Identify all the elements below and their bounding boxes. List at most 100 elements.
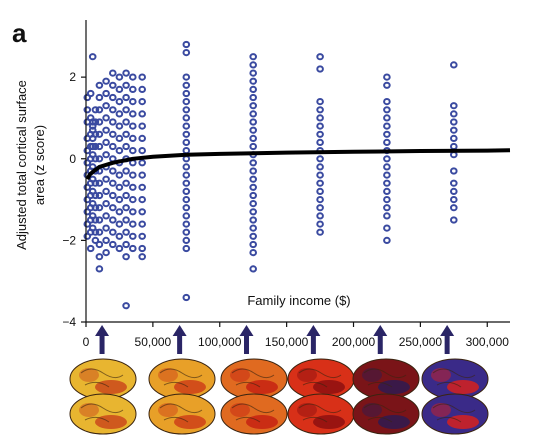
data-point-5-14 [102,249,110,257]
data-point-6-12 [109,216,117,224]
data-point-7-14 [115,244,124,253]
data-point-12-22 [249,232,257,240]
data-point-15-1 [450,102,458,110]
data-point-7-5 [115,134,124,142]
data-point-8-11 [122,204,130,212]
data-point-10-3 [138,110,146,118]
income-arrow-4 [373,325,388,354]
data-point-8-12 [122,216,130,224]
income-arrow-5 [440,325,455,354]
data-point-10-0 [138,73,146,81]
data-point-11-6 [182,106,191,114]
scatter-plot: −4 −2 0 2 0 50,000 100,000 150,000 200,000 250,0… [14,20,511,349]
data-point-9-9 [129,183,137,191]
income-arrows [95,325,455,354]
x-tick-label-3: 150,000 [265,335,309,349]
data-point-12-25 [249,265,257,273]
data-point-13-5 [316,122,324,130]
brain-0-3 [287,358,355,400]
data-point-9-6 [129,147,137,155]
data-point-15-13 [450,216,458,224]
data-point-4-15 [95,265,104,273]
data-point-11-9 [182,130,191,138]
data-point-8-9 [122,179,130,187]
data-point-5-5 [102,138,110,146]
data-point-13-11 [316,171,324,179]
data-point-13-6 [316,130,324,138]
data-point-4-13 [95,240,104,249]
data-point-1-0 [86,89,95,98]
data-point-4-4 [95,130,104,138]
data-point-4-9 [95,191,104,200]
data-point-15-2 [450,110,458,118]
data-point-15-4 [450,126,458,134]
brain-1-4 [352,393,420,435]
data-point-12-15 [249,175,257,183]
data-point-11-5 [182,98,191,106]
data-point-7-3 [115,110,124,118]
data-point-11-20 [182,220,191,228]
data-point-6-8 [109,167,117,175]
data-point-10-14 [138,244,146,253]
data-point-14-17 [383,224,391,232]
data-point-13-2 [316,98,324,106]
brain-1-5 [421,393,489,435]
data-point-4-2 [95,106,104,114]
data-point-5-11 [102,212,110,220]
data-point-11-4 [182,89,191,98]
data-point-15-7 [450,151,458,159]
data-point-2-0 [88,53,97,61]
data-point-4-6 [95,155,104,163]
data-point-7-13 [115,232,124,240]
y-tick-label-3: 2 [69,70,76,84]
data-point-11-17 [182,196,191,204]
data-point-12-24 [249,249,257,257]
data-point-11-2 [182,73,191,81]
data-point-13-18 [316,228,324,236]
data-point-7-4 [115,122,124,130]
brain-0-0 [69,358,137,400]
data-point-12-16 [249,183,257,191]
data-point-9-4 [129,122,137,130]
data-point-11-11 [182,147,191,155]
data-point-10-15 [138,253,146,261]
data-point-15-8 [450,167,458,175]
data-point-14-0 [383,73,391,81]
data-point-8-6 [122,142,130,151]
data-point-9-13 [129,232,137,240]
income-arrow-1 [172,325,187,354]
data-point-8-16 [122,302,130,310]
data-point-13-15 [316,204,324,212]
data-point-6-5 [109,130,117,138]
x-ticks: 0 50,000 100,000 150,000 200,000 250,000 300,0… [83,322,510,349]
data-point-11-8 [182,122,191,130]
data-point-4-11 [95,216,104,224]
data-point-8-1 [122,81,130,89]
data-point-12-3 [249,77,257,85]
data-point-12-14 [249,167,257,175]
data-point-13-4 [316,114,324,122]
data-point-5-6 [102,151,110,159]
x-tick-label-6: 300,000 [466,335,510,349]
data-point-10-2 [138,98,146,106]
data-point-11-24 [182,293,191,302]
data-point-10-9 [138,183,146,191]
data-point-14-7 [383,138,391,146]
data-point-13-17 [316,220,324,228]
data-point-6-10 [109,191,117,200]
data-point-7-6 [115,147,124,155]
data-point-11-16 [182,187,191,195]
data-point-12-0 [249,53,257,61]
income-arrow-0 [95,325,110,354]
data-point-15-6 [450,142,458,151]
brain-1-2 [220,393,288,435]
data-point-3-11 [91,236,100,244]
x-tick-label-5: 250,000 [399,335,443,349]
data-point-12-11 [249,142,257,151]
axes [85,20,510,323]
data-point-10-13 [138,232,146,240]
data-point-15-5 [450,134,458,142]
income-arrow-2 [239,325,254,354]
brain-renderings [69,358,489,435]
data-point-7-0 [115,73,124,81]
